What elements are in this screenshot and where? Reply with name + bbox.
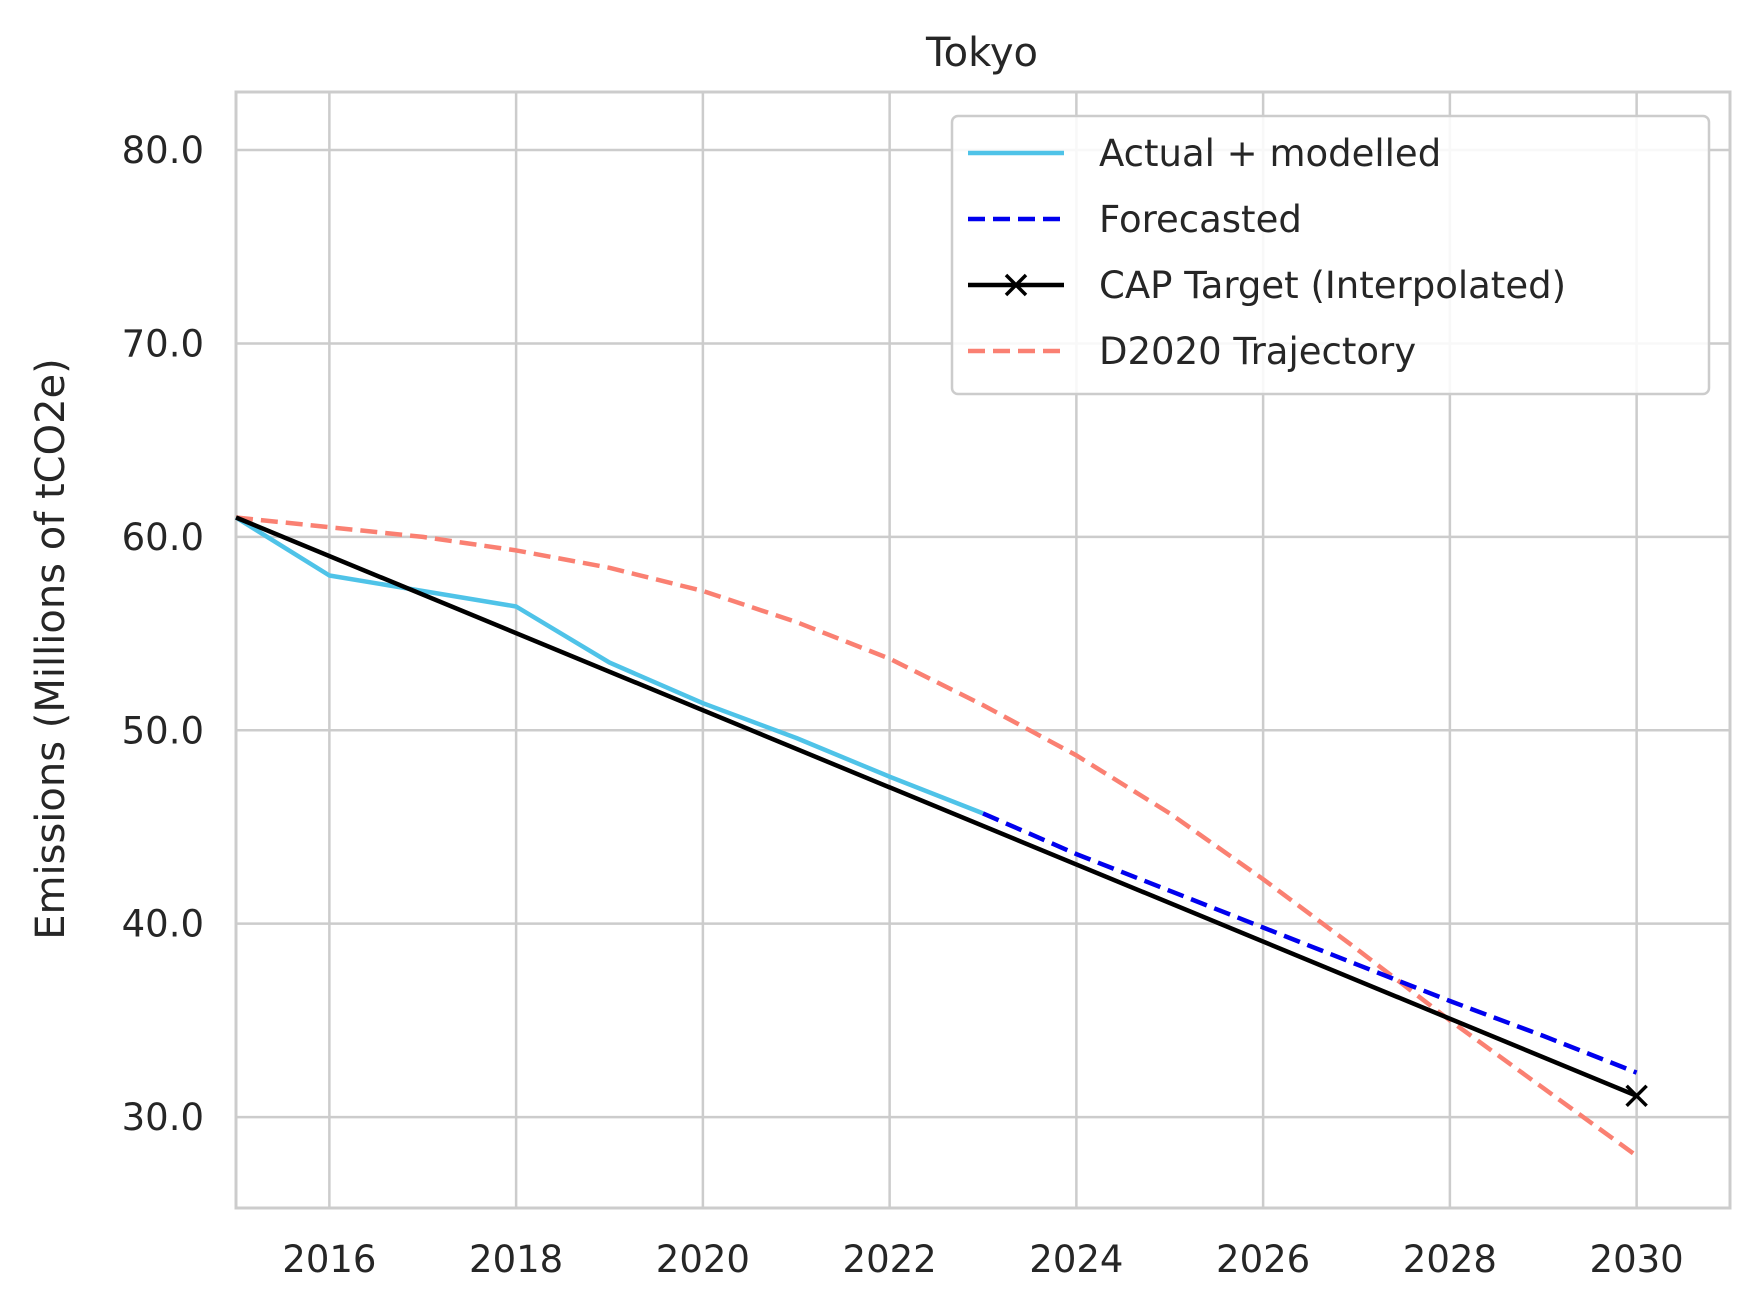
chart-title: Tokyo [925,30,1038,76]
legend-label-d2020-trajectory: D2020 Trajectory [1099,330,1416,373]
y-axis-label: Emissions (Millions of tCO2e) [28,358,74,940]
x-tick-label: 2022 [843,1238,937,1281]
x-tick-label: 2018 [469,1238,563,1281]
x-tick-label: 2026 [1216,1238,1310,1281]
legend: Actual + modelled Forecasted CAP Target (I… [950,114,1711,396]
y-axis-tick-labels: 30.0 40.0 50.0 60.0 70.0 80.0 [122,129,204,1139]
legend-label-actual-modelled: Actual + modelled [1099,132,1441,175]
series-line-forecasted [982,811,1638,1075]
legend-box [950,114,1711,396]
x-tick-label: 2030 [1590,1238,1684,1281]
x-tick-label: 2028 [1403,1238,1497,1281]
y-tick-label: 40.0 [122,903,204,946]
y-tick-label: 60.0 [122,516,204,559]
cap-target-marker [1625,1084,1648,1108]
y-tick-label: 80.0 [122,129,204,172]
y-tick-label: 70.0 [122,322,204,365]
y-tick-label: 30.0 [122,1096,204,1139]
legend-label-forecasted: Forecasted [1099,198,1302,241]
plot-frame [234,90,1732,1210]
x-tick-label: 2024 [1029,1238,1123,1281]
series-line-cap-target-interpolated [235,515,1638,1098]
series-line-actual-modelled [234,515,984,816]
x-axis-tick-labels: 2016 2018 2020 2022 2024 2026 2028 2030 [282,1238,1683,1281]
legend-label-cap-target-interpolated: CAP Target (Interpolated) [1099,264,1566,307]
x-tick-label: 2020 [656,1238,750,1281]
y-tick-label: 50.0 [122,709,204,752]
series-layer [234,515,1648,1158]
x-tick-label: 2016 [282,1238,376,1281]
legend-marker-x [1004,273,1028,297]
